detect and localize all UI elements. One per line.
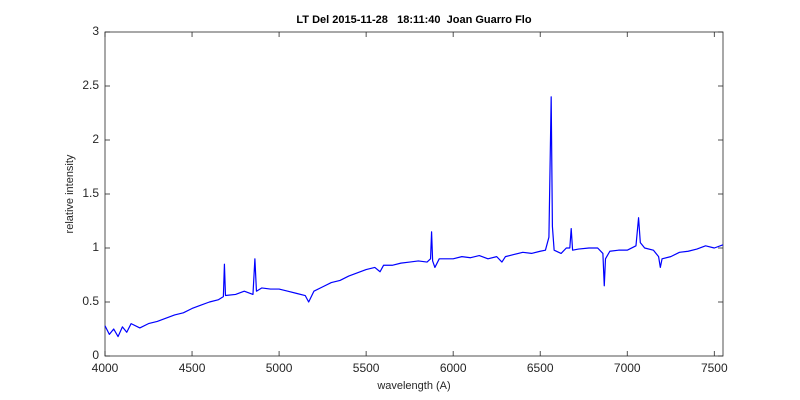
x-tick-label: 5000	[266, 361, 293, 375]
x-tick-label: 6500	[527, 361, 554, 375]
x-tick-label: 4000	[92, 361, 119, 375]
y-tick-label: 1.5	[82, 186, 99, 200]
x-tick-label: 7000	[614, 361, 641, 375]
y-tick-label: 2.5	[82, 78, 99, 92]
y-tick-label: 1	[92, 240, 99, 254]
x-tick-label: 4500	[179, 361, 206, 375]
plot-frame	[104, 31, 724, 357]
x-tick-label: 6000	[440, 361, 467, 375]
y-tick-label: 3	[92, 24, 99, 38]
x-tick-label: 7500	[701, 361, 728, 375]
x-tick-label: 5500	[353, 361, 380, 375]
y-axis-label: relative intensity	[64, 154, 76, 233]
y-tick-label: 0.5	[82, 294, 99, 308]
x-axis-label: wavelength (A)	[376, 380, 450, 392]
y-tick-label: 2	[92, 132, 99, 146]
chart-title: LT Del 2015-11-28 18:11:40 Joan Guarro F…	[296, 14, 531, 26]
spectrum-line	[104, 96, 724, 338]
y-tick-label: 0	[92, 348, 99, 362]
